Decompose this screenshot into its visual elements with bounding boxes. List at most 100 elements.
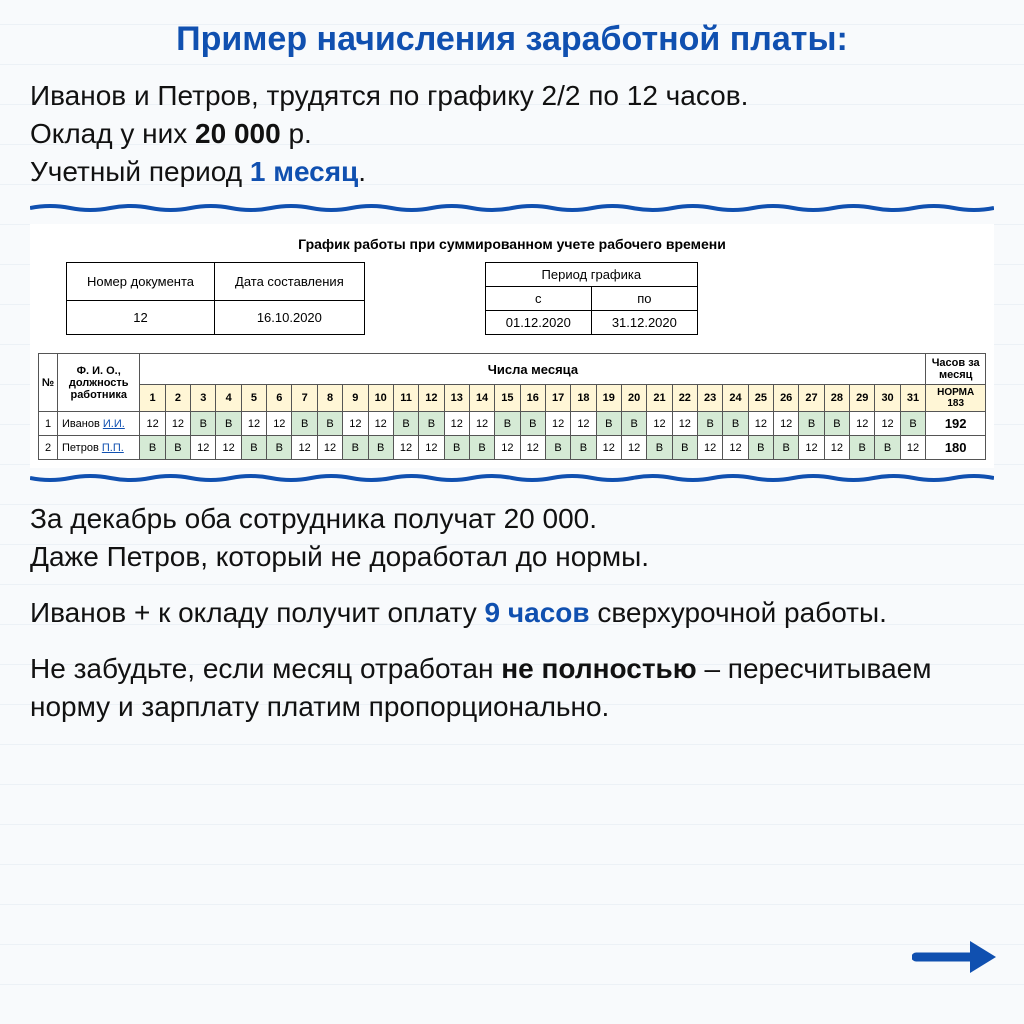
table-row: 1Иванов И.И.1212ВВ1212ВВ1212ВВ1212ВВ1212… xyxy=(39,412,986,436)
day-header: 19 xyxy=(596,385,621,412)
paragraph-3: Не забудьте, если месяц отработан не пол… xyxy=(30,650,994,726)
day-cell: В xyxy=(444,436,469,460)
day-cell: 12 xyxy=(875,412,900,436)
doc-heading: График работы при суммированном учете ра… xyxy=(38,236,986,252)
intro-line2b: р. xyxy=(281,118,312,149)
day-cell: 12 xyxy=(140,412,165,436)
table-row: 2Петров П.П.ВВ1212ВВ1212ВВ1212ВВ1212ВВ12… xyxy=(39,436,986,460)
day-cell: В xyxy=(292,412,317,436)
day-cell: 12 xyxy=(241,412,266,436)
day-cell: В xyxy=(774,436,799,460)
day-header: 31 xyxy=(900,385,926,412)
day-header: 28 xyxy=(824,385,849,412)
intro-line1: Иванов и Петров, трудятся по графику 2/2… xyxy=(30,80,748,111)
day-header: 29 xyxy=(850,385,875,412)
day-cell: В xyxy=(647,436,672,460)
day-cell: В xyxy=(621,412,646,436)
day-cell: 12 xyxy=(216,436,241,460)
day-cell: В xyxy=(393,412,418,436)
day-cell: 12 xyxy=(647,412,672,436)
paragraph-1: За декабрь оба сотрудника получат 20 000… xyxy=(30,500,994,576)
day-cell: В xyxy=(571,436,596,460)
day-header: 8 xyxy=(317,385,342,412)
day-cell: В xyxy=(723,412,748,436)
divider-top xyxy=(30,204,994,212)
day-cell: 12 xyxy=(267,412,292,436)
col-name-header: Ф. И. О., должность работника xyxy=(58,354,140,412)
day-cell: В xyxy=(216,412,241,436)
day-header: 4 xyxy=(216,385,241,412)
day-header: 1 xyxy=(140,385,165,412)
day-cell: 12 xyxy=(850,412,875,436)
day-cell: В xyxy=(495,412,520,436)
norma-cell: НОРМА183 xyxy=(926,385,986,412)
doc-date: 16.10.2020 xyxy=(215,301,365,335)
day-header: 6 xyxy=(267,385,292,412)
day-cell: 12 xyxy=(799,436,824,460)
day-cell: 12 xyxy=(292,436,317,460)
day-header: 3 xyxy=(191,385,216,412)
intro-line3b: . xyxy=(358,156,366,187)
day-cell: В xyxy=(875,436,900,460)
day-cell: В xyxy=(672,436,697,460)
divider-bottom xyxy=(30,474,994,482)
next-arrow-icon[interactable] xyxy=(912,935,1002,984)
day-cell: В xyxy=(545,436,570,460)
intro-line2a: Оклад у них xyxy=(30,118,195,149)
day-cell: В xyxy=(343,436,368,460)
day-header: 26 xyxy=(774,385,799,412)
overtime-hours: 9 часов xyxy=(485,597,590,628)
p1-l1: За декабрь оба сотрудника получат 20 000… xyxy=(30,503,597,534)
day-header: 5 xyxy=(241,385,266,412)
row-total: 192 xyxy=(926,412,986,436)
col-num-header: № xyxy=(39,354,58,412)
day-header: 22 xyxy=(672,385,697,412)
intro-line3a: Учетный период xyxy=(30,156,250,187)
day-cell: 12 xyxy=(165,412,190,436)
period-label: Период графика xyxy=(485,263,697,287)
from-label: с xyxy=(485,287,591,311)
to-label: по xyxy=(591,287,697,311)
day-header: 17 xyxy=(545,385,570,412)
day-cell: 12 xyxy=(824,436,849,460)
period-value: 1 месяц xyxy=(250,156,358,187)
schedule-table: № Ф. И. О., должность работника Числа ме… xyxy=(38,353,986,460)
day-cell: 12 xyxy=(545,412,570,436)
p3-a: Не забудьте, если месяц отработан xyxy=(30,653,501,684)
employee-name: Иванов И.И. xyxy=(58,412,140,436)
day-cell: В xyxy=(850,436,875,460)
day-cell: В xyxy=(799,412,824,436)
doc-date-label: Дата составления xyxy=(215,263,365,301)
day-cell: В xyxy=(267,436,292,460)
p3-b: не полностью xyxy=(501,653,696,684)
day-header: 13 xyxy=(444,385,469,412)
day-cell: 12 xyxy=(748,412,773,436)
day-cell: 12 xyxy=(444,412,469,436)
p2-a: Иванов + к окладу получит оплату xyxy=(30,597,485,628)
day-header: 20 xyxy=(621,385,646,412)
day-header: 10 xyxy=(368,385,393,412)
day-cell: 12 xyxy=(393,436,418,460)
day-cell: 12 xyxy=(900,436,926,460)
employee-name: Петров П.П. xyxy=(58,436,140,460)
day-cell: В xyxy=(368,436,393,460)
day-cell: 12 xyxy=(723,436,748,460)
doc-num-label: Номер документа xyxy=(67,263,215,301)
day-cell: 12 xyxy=(419,436,444,460)
p2-b: сверхурочной работы. xyxy=(590,597,887,628)
day-header: 7 xyxy=(292,385,317,412)
row-num: 2 xyxy=(39,436,58,460)
day-header: 30 xyxy=(875,385,900,412)
day-cell: 12 xyxy=(596,436,621,460)
day-header: 11 xyxy=(393,385,418,412)
day-cell: 12 xyxy=(191,436,216,460)
day-cell: В xyxy=(241,436,266,460)
day-cell: 12 xyxy=(520,436,545,460)
to-date: 31.12.2020 xyxy=(591,311,697,335)
day-cell: В xyxy=(419,412,444,436)
day-header: 21 xyxy=(647,385,672,412)
day-cell: В xyxy=(900,412,926,436)
day-cell: 12 xyxy=(672,412,697,436)
day-header: 23 xyxy=(697,385,722,412)
day-cell: 12 xyxy=(774,412,799,436)
